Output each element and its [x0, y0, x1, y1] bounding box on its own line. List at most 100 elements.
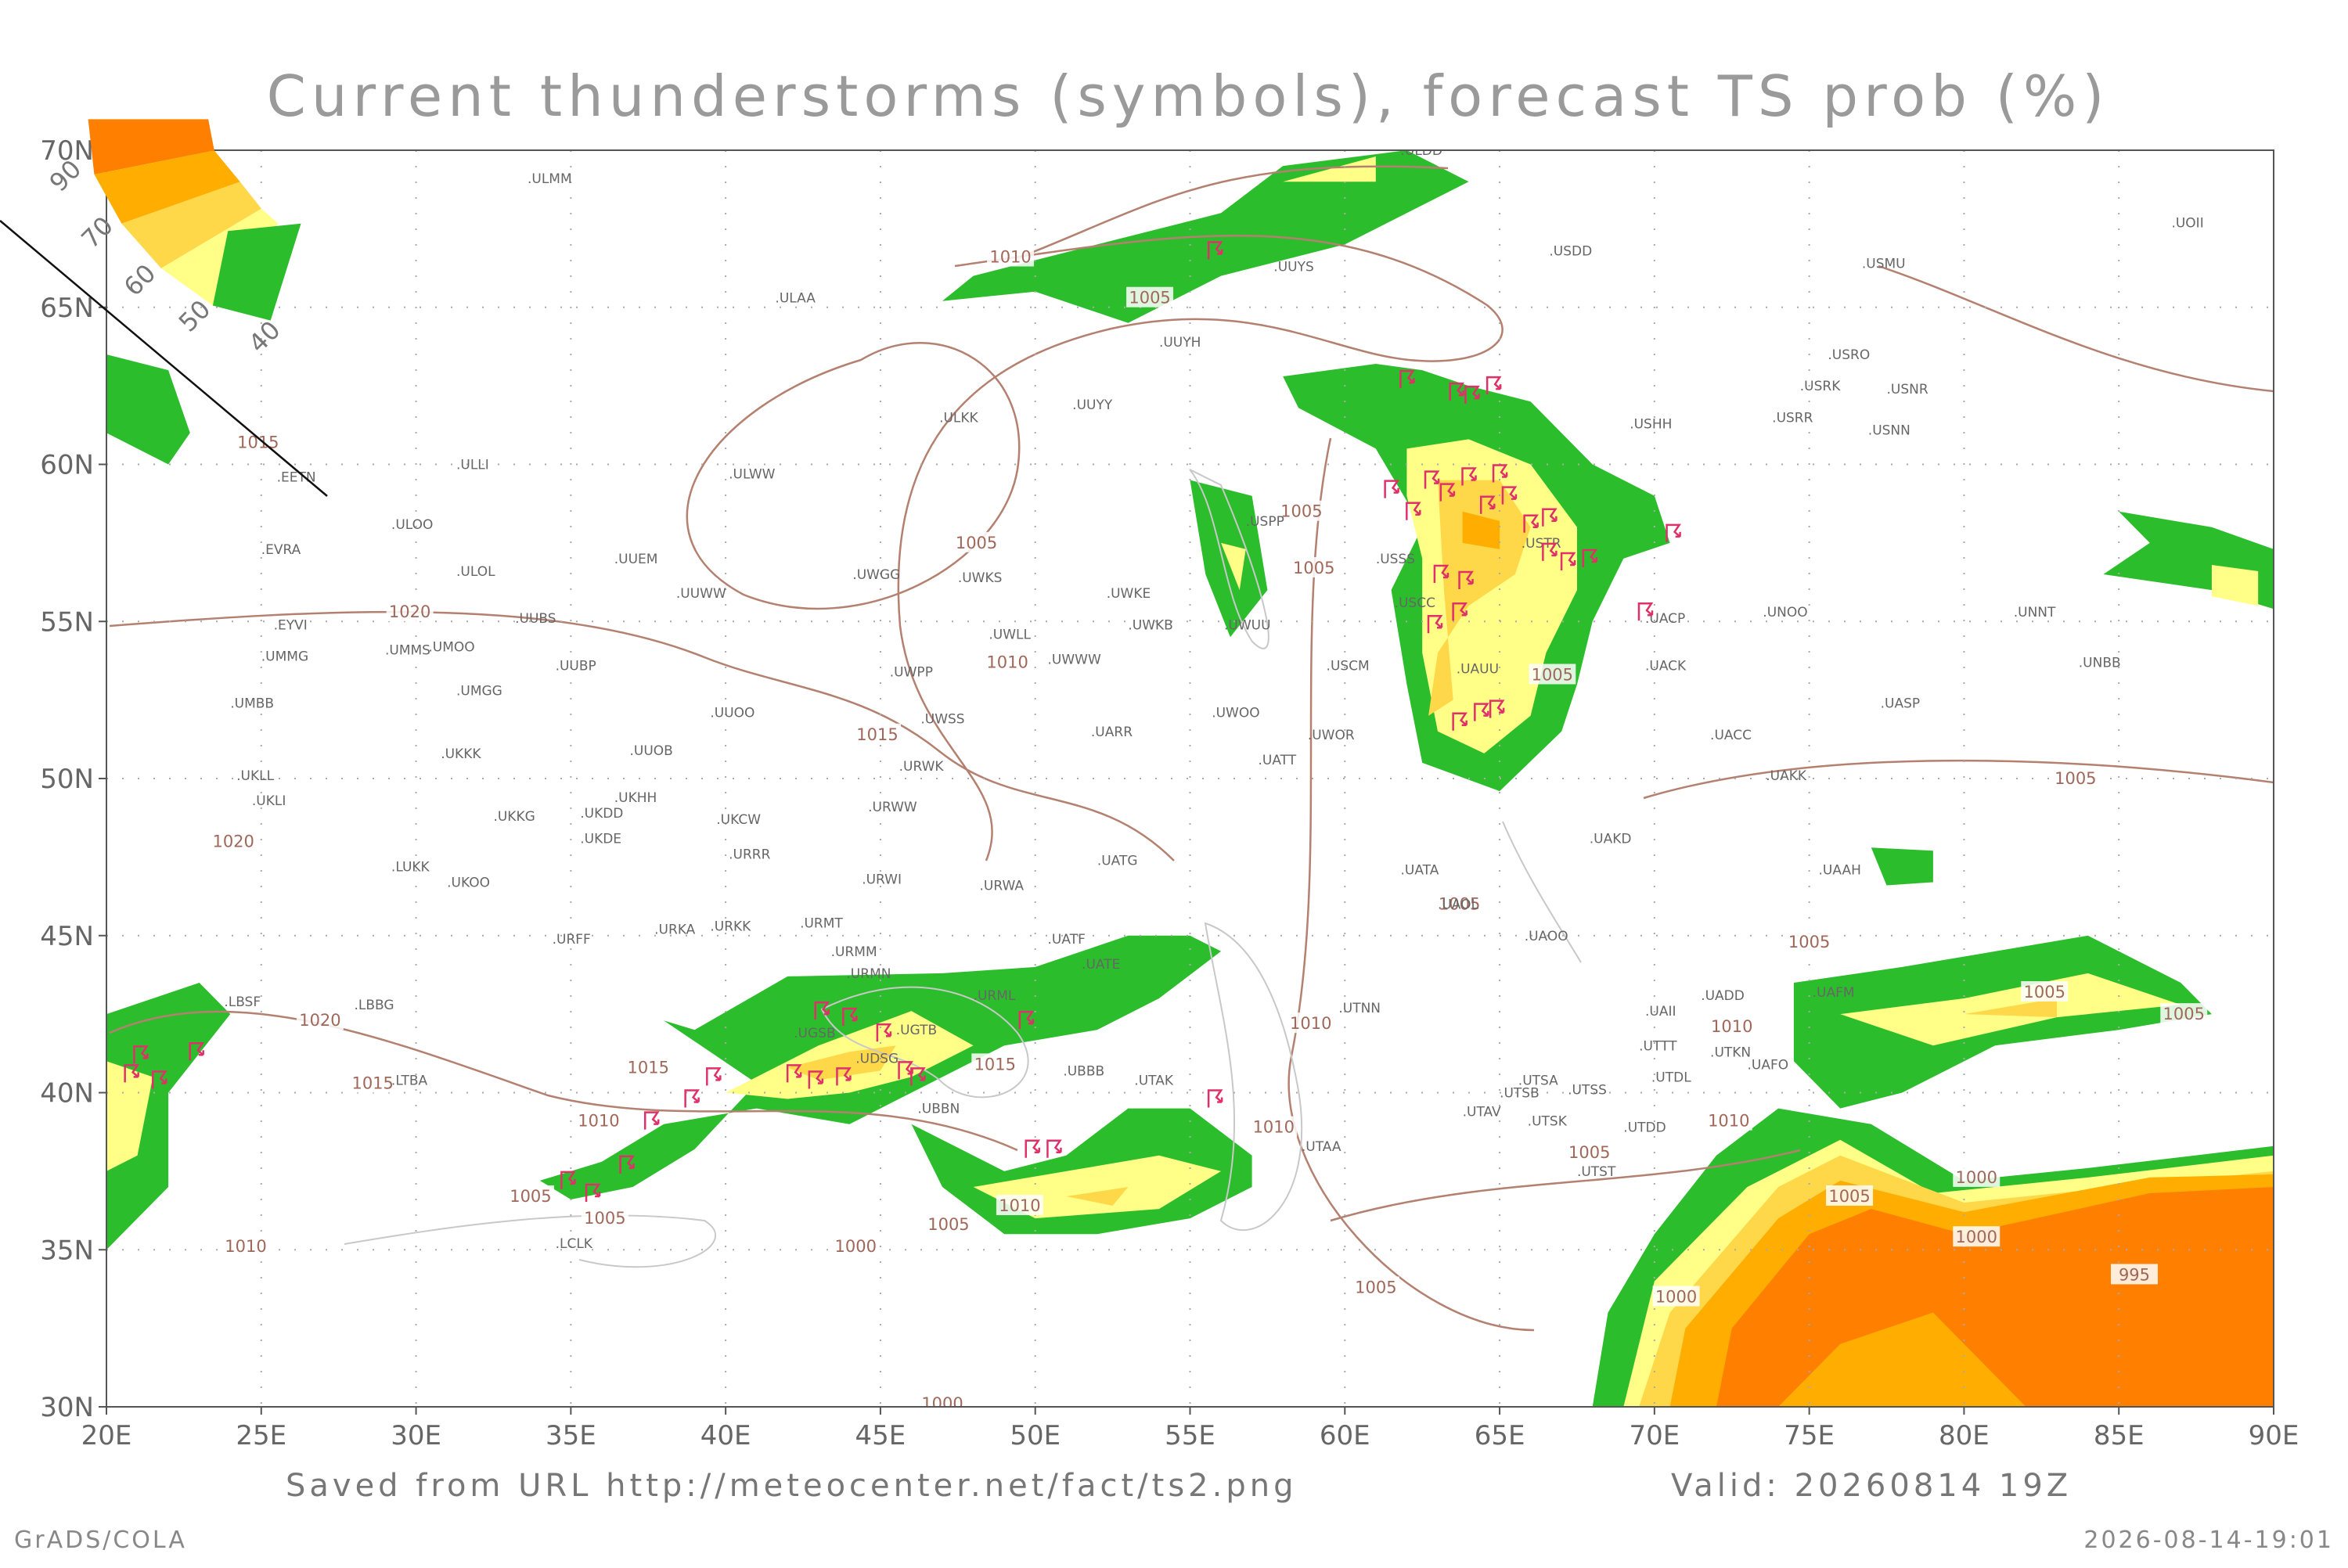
station-label: .URFF [553, 932, 591, 948]
station-label: .UOII [2171, 215, 2203, 231]
isobar-label: 1005 [1355, 1278, 1396, 1296]
isobar-label: 1010 [1253, 1118, 1295, 1137]
station-label: .ULOO [391, 517, 433, 533]
thunderstorm-symbol [1452, 712, 1468, 731]
isobar [1643, 759, 2274, 800]
coastline [1204, 922, 1303, 1232]
station-label: .UBBB [1063, 1063, 1104, 1079]
thunderstorm-symbol [585, 1183, 601, 1202]
station-label: .UUEM [614, 552, 658, 567]
isobar-label-box [386, 601, 434, 622]
x-tick-label: 40E [700, 1420, 751, 1451]
thunderstorm-symbol [1461, 467, 1477, 486]
station-label: .UTST [1577, 1164, 1616, 1180]
isobar-label-box [987, 246, 1035, 267]
plot-area: 1010 1005 1015 1020 1005 1005 1005 1010 1015 1020… [106, 150, 2274, 1407]
thunderstorm-symbol [1542, 508, 1558, 527]
station-label: .UADD [1701, 988, 1745, 1004]
y-tick-label: 50N [40, 764, 94, 795]
station-label: .UATG [1097, 853, 1138, 869]
station-label: .USDD [1549, 243, 1592, 259]
station-label: .UAII [1645, 1004, 1676, 1020]
isobar-label: 1015 [237, 433, 279, 451]
station-label: .UWKE [1107, 586, 1151, 602]
x-tick-label: 60E [1320, 1420, 1370, 1451]
thunderstorm-symbol [814, 1001, 830, 1020]
legend-label: 70 [75, 210, 119, 254]
probability-area [1428, 480, 1531, 716]
isobar-label-box [1705, 1109, 1752, 1131]
isobar-label: 1005 [1293, 559, 1334, 577]
thunderstorm-symbol [1501, 486, 1518, 505]
isobar-label: 1010 [578, 1112, 619, 1131]
isobar-label: 1005 [1129, 289, 1170, 307]
thunderstorm-symbol [1542, 542, 1558, 561]
credit: GrADS/COLA [14, 1527, 187, 1554]
isobar-label: 1000 [1655, 1287, 1697, 1306]
station-label: .UTAK [1134, 1073, 1174, 1088]
coastline [344, 1214, 716, 1268]
station-label: .USCM [1327, 658, 1370, 674]
station-label: .URMT [800, 916, 843, 932]
thunderstorm-symbol [1025, 1139, 1041, 1158]
isobar-label-box [1785, 930, 1833, 951]
isobars [109, 165, 2274, 1332]
station-label: .UWGG [852, 567, 900, 583]
thunderstorm-symbol [808, 1070, 824, 1089]
isobar-label: 1020 [212, 832, 254, 851]
valid-time: Valid: 20260814 19Z [1671, 1468, 2072, 1504]
station-label: .URWA [980, 879, 1025, 894]
station-label: .UUYH [1159, 335, 1201, 351]
station-label: .UNBB [2079, 655, 2121, 671]
y-tick-label: 65N [40, 293, 94, 324]
isobar-label-box [1826, 1185, 1874, 1206]
thunderstorm-symbol [876, 1023, 892, 1042]
station-label: .UASP [1881, 696, 1921, 712]
x-tick-label: 20E [81, 1420, 132, 1451]
station-label: .URKA [654, 922, 696, 938]
coastline [1502, 821, 1582, 963]
isobar-label: 1005 [584, 1209, 625, 1228]
x-tick-label: 25E [236, 1420, 286, 1451]
thunderstorm-symbol [1046, 1139, 1062, 1158]
x-tick-label: 35E [546, 1420, 596, 1451]
isobar-label: 1005 [510, 1187, 551, 1206]
thunderstorm-symbol [910, 1067, 926, 1086]
isobar-label-box [832, 1235, 880, 1257]
y-tick-label: 30N [40, 1392, 94, 1423]
station-label: .UKCW [716, 812, 761, 828]
y-tick-label: 40N [40, 1078, 94, 1109]
station-label: .USRR [1772, 410, 1813, 426]
station-label: .UTAV [1463, 1105, 1501, 1120]
isobar-label-box [2021, 981, 2069, 1002]
station-label: .UACC [1710, 728, 1752, 743]
station-label: .LTBA [391, 1073, 428, 1088]
station-label: .USSS [1376, 552, 1415, 567]
isobar-label-box [1290, 556, 1338, 577]
isobar-label: 1005 [1568, 1143, 1610, 1162]
station-label: .UTNN [1338, 1001, 1381, 1016]
station-label: .UTSS [1568, 1082, 1607, 1098]
station-label: .UKHH [614, 790, 657, 806]
y-tick-label: 45N [40, 921, 94, 952]
station-label: .UWOR [1308, 728, 1355, 743]
isobar [686, 342, 1021, 610]
isobar-label-box [1953, 1166, 2000, 1187]
probability-area [1964, 998, 2058, 1018]
station-label: .UMBB [230, 696, 274, 712]
station-label: .UAKD [1590, 831, 1632, 847]
thunderstorm-symbol [189, 1042, 205, 1061]
station-label: .UATT [1259, 753, 1297, 768]
isobar-label-box [1126, 286, 1174, 307]
isobar-label: 1005 [956, 534, 997, 552]
isobar [897, 234, 1504, 861]
x-tick-label: 80E [1939, 1420, 1990, 1451]
station-label: .URWW [868, 800, 917, 815]
isobar-label-box [919, 1392, 967, 1407]
isobar [1330, 1149, 1801, 1222]
isobar-label: 1000 [1956, 1168, 1997, 1187]
station-label: .URML [974, 988, 1016, 1004]
isobar-label-box [1250, 1116, 1298, 1137]
station-label: .URWK [899, 759, 945, 775]
station-label: .UNNT [2014, 605, 2056, 620]
